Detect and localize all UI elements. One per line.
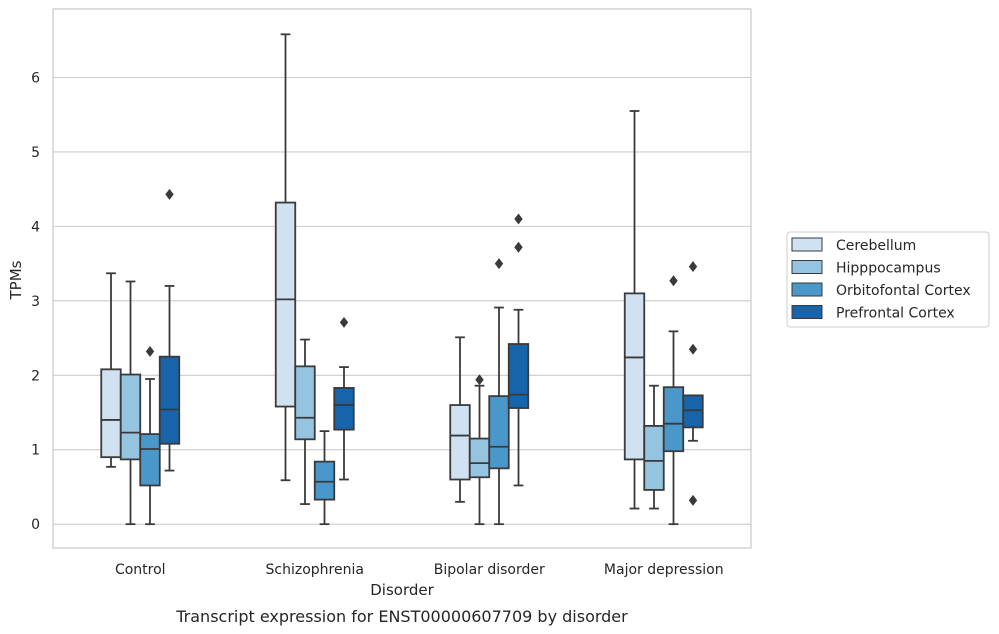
legend-label: Cerebellum: [836, 238, 916, 254]
box-group: [274, 33, 297, 482]
box-group: [623, 110, 646, 510]
x-tick-label: Bipolar disorder: [434, 562, 545, 578]
box-group: [449, 336, 471, 503]
outlier-point: [339, 316, 349, 328]
outlier-point: [688, 343, 698, 355]
y-tick-label: 5: [31, 145, 40, 161]
chart-caption: Transcript expression for ENST0000060770…: [175, 607, 628, 626]
plot-frame: [52, 8, 752, 549]
legend-swatch: [791, 282, 823, 297]
box-group: [294, 338, 316, 505]
box: [100, 368, 122, 459]
y-tick-label: 4: [31, 219, 40, 235]
box-group: [313, 430, 336, 526]
legend-swatch: [791, 305, 823, 319]
box-group: [682, 261, 704, 506]
x-tick-label: Control: [115, 562, 166, 578]
legend-swatch: [791, 237, 823, 252]
box-group: [488, 258, 510, 526]
y-tick-labels: 0 1 2 3 4 5 6: [31, 70, 40, 533]
box: [333, 387, 355, 431]
box: [294, 365, 316, 441]
outlier-point: [494, 258, 504, 270]
box-group: [507, 213, 530, 487]
box: [313, 460, 336, 501]
outlier-point: [475, 374, 484, 386]
box: [274, 201, 297, 408]
box-group: [468, 374, 491, 526]
box-plots: [100, 33, 704, 526]
box: [488, 395, 510, 470]
box-group: [158, 188, 181, 472]
box-group: [662, 275, 685, 526]
legend-label: Prefrontal Cortex: [836, 306, 955, 322]
outlier-point: [145, 345, 155, 357]
outlier-point: [688, 494, 698, 506]
box-group: [139, 345, 161, 526]
legend-swatch: [791, 260, 823, 274]
box: [623, 292, 646, 461]
x-tick-labels: Control Schizophrenia Bipolar disorder Majo…: [115, 562, 724, 578]
legend-frame: [786, 231, 990, 328]
legend: Cerebellum Hipppocampus Orbitofontal Corte…: [786, 231, 990, 328]
y-tick-label: 3: [31, 294, 40, 310]
y-tick-label: 1: [31, 443, 40, 459]
box: [682, 394, 704, 429]
y-axis-label: TPMs: [7, 260, 25, 300]
box: [468, 437, 491, 479]
y-tick-label: 0: [31, 517, 40, 533]
box: [139, 433, 161, 487]
box: [643, 425, 665, 491]
plot-border: [52, 8, 752, 549]
y-tick-label: 6: [31, 70, 40, 86]
y-tick-label: 2: [31, 368, 40, 384]
outlier-point: [165, 188, 174, 200]
box-group: [643, 384, 665, 510]
outlier-point: [669, 275, 678, 287]
box: [119, 373, 142, 461]
box-group: [100, 272, 122, 468]
box: [158, 355, 181, 445]
legend-label: Orbitofontal Cortex: [836, 283, 971, 299]
outlier-point: [514, 213, 523, 225]
outlier-point: [514, 241, 523, 253]
box: [662, 386, 685, 453]
legend-label: Hipppocampus: [836, 261, 941, 277]
box-group: [333, 316, 355, 481]
x-tick-label: Major depression: [604, 562, 724, 578]
outlier-point: [688, 261, 698, 273]
x-tick-label: Schizophrenia: [266, 562, 364, 578]
box: [507, 343, 530, 409]
x-axis-label: Disorder: [370, 581, 434, 599]
box-group: [119, 280, 142, 526]
box: [449, 404, 471, 481]
